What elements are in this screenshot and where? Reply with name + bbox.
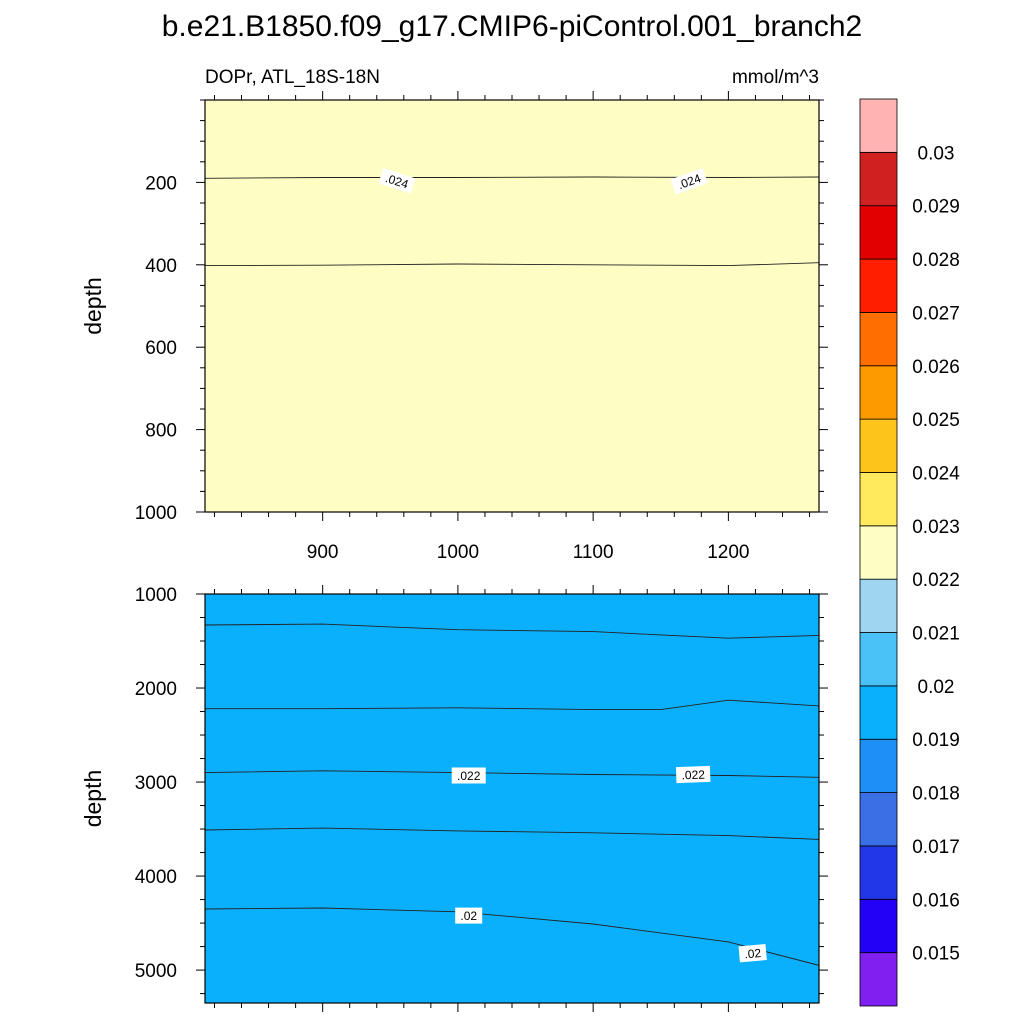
- colorbar-swatch-14: [859, 258, 898, 313]
- colorbar-label-3: 0.017: [912, 837, 960, 858]
- colorbar-swatch-5: [859, 738, 898, 793]
- colorbar-swatch-15: [859, 205, 898, 260]
- contour-line-2-2: [205, 699, 819, 711]
- y-tick-label-1-2: 400: [145, 256, 177, 277]
- contour-label-2-1: .022: [451, 767, 486, 784]
- y-tick-label-2-5: 5000: [135, 961, 177, 982]
- contour-line-2-4: [205, 827, 819, 840]
- y-axis-title-1: depth: [80, 277, 106, 335]
- colorbar-swatch-17: [859, 98, 898, 153]
- colorbar-label-7: 0.021: [912, 624, 960, 645]
- contour-line-2-5: [205, 907, 819, 966]
- colorbar-label-12: 0.026: [912, 357, 960, 378]
- panel-1: .024 .024 900 1000 1100 1200 200 400 600 800 1000 d…: [80, 91, 828, 563]
- svg-text:.02: .02: [744, 946, 762, 961]
- x-tick-label-1: 900: [307, 542, 339, 563]
- contour-line-1-2: [205, 262, 819, 267]
- colorbar-label-2: 0.016: [912, 890, 960, 911]
- contour-label-1-2: .024: [670, 167, 708, 195]
- colorbar-label-1: 0.015: [912, 944, 960, 965]
- y-tick-label-1-3: 600: [145, 338, 177, 359]
- colorbar-label-5: 0.019: [912, 730, 960, 751]
- contour-line-2-1: [205, 623, 819, 639]
- colorbar-swatch-13: [859, 312, 898, 367]
- colorbar-swatch-6: [859, 685, 898, 740]
- colorbar: 0.015 0.016 0.017 0.018 0.019 0.02 0.021 0.022 0…: [859, 98, 960, 1007]
- svg-text:.024: .024: [384, 171, 411, 192]
- y-tick-label-2-2: 2000: [135, 679, 177, 700]
- y-tick-label-2-3: 3000: [135, 773, 177, 794]
- colorbar-label-10: 0.024: [912, 463, 960, 484]
- colorbar-swatch-8: [859, 578, 898, 633]
- contour-line-2-3: [205, 770, 819, 778]
- svg-text:.022: .022: [681, 768, 705, 783]
- colorbar-label-9: 0.023: [912, 517, 960, 538]
- x-tick-label-2: 1000: [437, 542, 479, 563]
- colorbar-label-4: 0.018: [912, 784, 960, 805]
- colorbar-swatch-12: [859, 365, 898, 420]
- colorbar-swatch-10: [859, 472, 898, 527]
- contour-label-1-1: .024: [378, 167, 416, 194]
- colorbar-label-11: 0.025: [912, 410, 960, 431]
- y-tick-label-2-1: 1000: [135, 585, 177, 606]
- colorbar-swatch-16: [859, 151, 898, 207]
- colorbar-label-13: 0.027: [912, 303, 960, 324]
- y-tick-label-1-5: 1000: [135, 503, 177, 524]
- y-axis-title-2: depth: [80, 770, 106, 828]
- colorbar-label-6: 0.02: [918, 677, 955, 698]
- contour-band-2-6: [205, 594, 819, 1003]
- contour-label-2-2: .022: [675, 765, 711, 784]
- colorbar-label-15: 0.029: [912, 197, 960, 218]
- colorbar-swatch-7: [859, 632, 898, 687]
- y-tick-label-1-1: 200: [145, 173, 177, 194]
- colorbar-label-8: 0.022: [912, 570, 960, 591]
- colorbar-swatch-3: [859, 845, 898, 900]
- colorbar-label-14: 0.028: [912, 250, 960, 271]
- units-label: mmol/m^3: [732, 67, 819, 88]
- colorbar-swatch-9: [859, 525, 898, 580]
- contour-line-1-1: [205, 176, 819, 179]
- svg-text:.02: .02: [460, 909, 477, 923]
- panel-2: .022 .022 .02 .02 1000 2000 3000 4000 5000 depth: [80, 585, 828, 1012]
- colorbar-swatch-11: [859, 418, 898, 473]
- x-tick-label-3: 1100: [573, 542, 614, 563]
- contour-band-1-3: [205, 100, 819, 512]
- x-tick-label-4: 1200: [707, 542, 749, 563]
- colorbar-swatch-1: [859, 952, 898, 1007]
- colorbar-swatch-4: [859, 792, 898, 847]
- y-tick-label-1-4: 800: [145, 421, 177, 442]
- colorbar-label-16: 0.03: [918, 143, 955, 164]
- y-tick-label-2-4: 4000: [135, 867, 177, 888]
- figure-title: b.e21.B1850.f09_g17.CMIP6-piControl.001_…: [162, 10, 863, 43]
- contour-label-2-3: .02: [455, 907, 483, 924]
- svg-text:.022: .022: [457, 769, 481, 783]
- variable-region-label: DOPr, ATL_18S-18N: [205, 67, 380, 88]
- colorbar-swatch-2: [859, 898, 898, 954]
- contour-label-2-4: .02: [738, 944, 767, 963]
